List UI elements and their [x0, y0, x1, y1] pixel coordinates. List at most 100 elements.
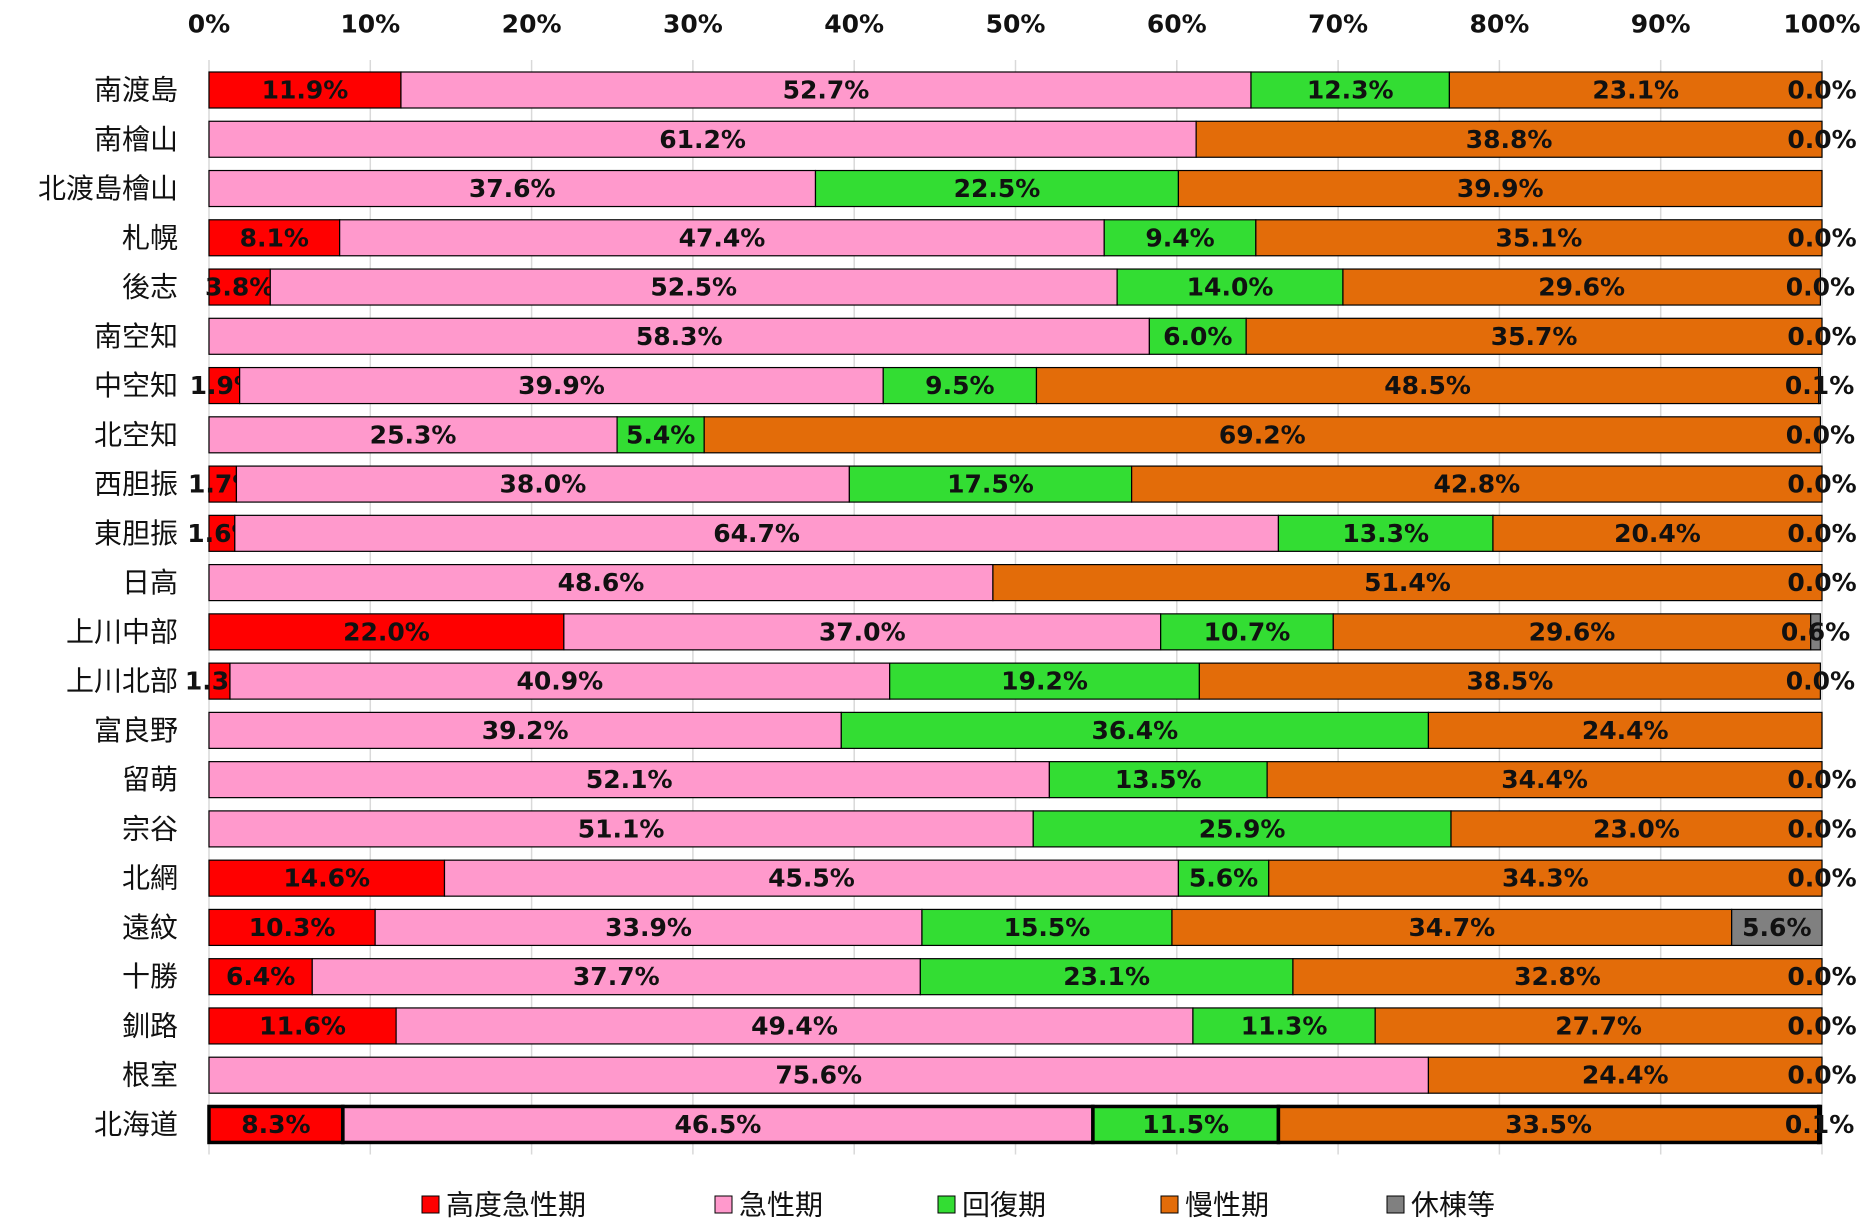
legend-swatch — [1386, 1195, 1405, 1214]
bar-segment — [1810, 613, 1821, 651]
data-label: 0.0% — [1787, 1061, 1856, 1090]
legend-label: 慢性期 — [1185, 1189, 1269, 1222]
data-label: 0.0% — [1786, 273, 1855, 302]
data-label: 24.4% — [1582, 1061, 1669, 1090]
x-tick-label: 30% — [663, 10, 723, 39]
data-label: 58.3% — [636, 322, 723, 351]
data-label: 0.0% — [1787, 125, 1856, 154]
data-label: 34.4% — [1501, 765, 1588, 794]
bar-segment — [208, 169, 817, 208]
legend-label: 回復期 — [962, 1189, 1046, 1222]
data-label: 0.0% — [1786, 667, 1855, 696]
data-label: 23.1% — [1063, 962, 1150, 991]
category-label: 北渡島檜山 — [38, 172, 178, 205]
data-label: 0.0% — [1787, 864, 1856, 893]
bar-segment — [1427, 711, 1823, 749]
bar-segment — [341, 1104, 1095, 1145]
bar-segment — [339, 219, 1105, 257]
bar-segment — [1177, 859, 1270, 897]
legend-label: 急性期 — [739, 1189, 823, 1222]
x-tick-label: 70% — [1308, 10, 1368, 39]
data-label: 0.0% — [1787, 223, 1856, 252]
data-label: 5.4% — [626, 420, 695, 449]
bar-segment — [840, 711, 1430, 749]
category-label: 南檜山 — [94, 123, 178, 156]
x-tick-label: 100% — [1783, 10, 1860, 39]
data-label: 0.0% — [1787, 814, 1856, 843]
bar-segment — [208, 1056, 1430, 1094]
data-label: 27.7% — [1555, 1011, 1642, 1040]
category-label: 十勝 — [122, 960, 178, 993]
data-label: 14.0% — [1187, 273, 1274, 302]
bar-segment — [1818, 366, 1821, 405]
category-label: 北空知 — [94, 418, 178, 451]
bar-segment — [1276, 1104, 1821, 1145]
data-label: 42.8% — [1433, 470, 1520, 499]
data-label: 38.8% — [1466, 125, 1553, 154]
data-label: 10.7% — [1204, 617, 1291, 646]
x-tick-label: 60% — [1147, 10, 1207, 39]
data-label: 9.4% — [1145, 223, 1214, 252]
data-label: 51.4% — [1364, 568, 1451, 597]
data-label: 12.3% — [1307, 76, 1394, 105]
bar-segment — [1198, 662, 1821, 700]
bar-segment — [616, 416, 705, 454]
category-label: 宗谷 — [122, 812, 178, 845]
bar-segment — [882, 366, 1038, 405]
data-label: 17.5% — [947, 470, 1034, 499]
x-tick-label: 40% — [824, 10, 884, 39]
bar-segment — [400, 71, 1252, 109]
category-label: 留萌 — [122, 763, 178, 796]
legend-swatch — [1160, 1195, 1179, 1214]
category-label: 北海道 — [94, 1108, 178, 1141]
category-label: 南渡島 — [94, 74, 178, 107]
bar-segment — [1192, 1007, 1376, 1045]
legend-label: 高度急性期 — [446, 1189, 586, 1222]
data-label: 29.6% — [1538, 273, 1625, 302]
data-label: 75.6% — [775, 1061, 862, 1090]
data-label: 48.6% — [558, 568, 645, 597]
data-label: 0.0% — [1786, 420, 1855, 449]
x-tick-label: 50% — [986, 10, 1046, 39]
data-label: 0.0% — [1787, 568, 1856, 597]
category-label: 富良野 — [94, 714, 178, 747]
data-label: 39.9% — [1457, 174, 1544, 203]
data-label: 0.0% — [1787, 765, 1856, 794]
data-label: 11.9% — [262, 76, 349, 105]
data-label: 22.5% — [954, 174, 1041, 203]
bar-segment — [1492, 514, 1823, 552]
data-label: 5.6% — [1189, 864, 1258, 893]
bar-segment — [208, 761, 1050, 799]
data-label: 0.1% — [1785, 371, 1854, 400]
category-label: 後志 — [122, 271, 178, 304]
bar-segment — [1103, 219, 1257, 257]
data-label: 46.5% — [675, 1110, 762, 1139]
bar-segment — [1171, 908, 1733, 947]
bar-segment — [208, 71, 402, 109]
data-label: 9.5% — [925, 371, 994, 400]
data-label: 22.0% — [343, 617, 430, 646]
bar-segment — [1374, 1007, 1823, 1045]
data-label: 0.1% — [1785, 1110, 1854, 1139]
data-label: 25.9% — [1199, 814, 1286, 843]
data-label: 49.4% — [751, 1011, 838, 1040]
data-label: 11.3% — [1241, 1011, 1328, 1040]
bar-segment — [208, 810, 1034, 848]
data-label: 0.6% — [1781, 617, 1850, 646]
data-label: 11.6% — [259, 1011, 346, 1040]
category-label: 遠紋 — [122, 911, 178, 944]
data-label: 39.2% — [482, 716, 569, 745]
data-label: 5.6% — [1742, 913, 1811, 942]
data-label: 0.0% — [1787, 962, 1856, 991]
bar-segment — [1131, 465, 1823, 503]
data-label: 0.0% — [1787, 322, 1856, 351]
bar-segment — [374, 908, 923, 947]
data-label: 15.5% — [1004, 913, 1091, 942]
data-label: 8.1% — [240, 223, 309, 252]
legend-swatch — [421, 1195, 440, 1214]
data-label: 33.5% — [1505, 1110, 1592, 1139]
data-label: 38.0% — [500, 470, 587, 499]
data-label: 25.3% — [370, 420, 457, 449]
bar-segment — [1448, 71, 1823, 109]
data-label: 33.9% — [605, 913, 692, 942]
